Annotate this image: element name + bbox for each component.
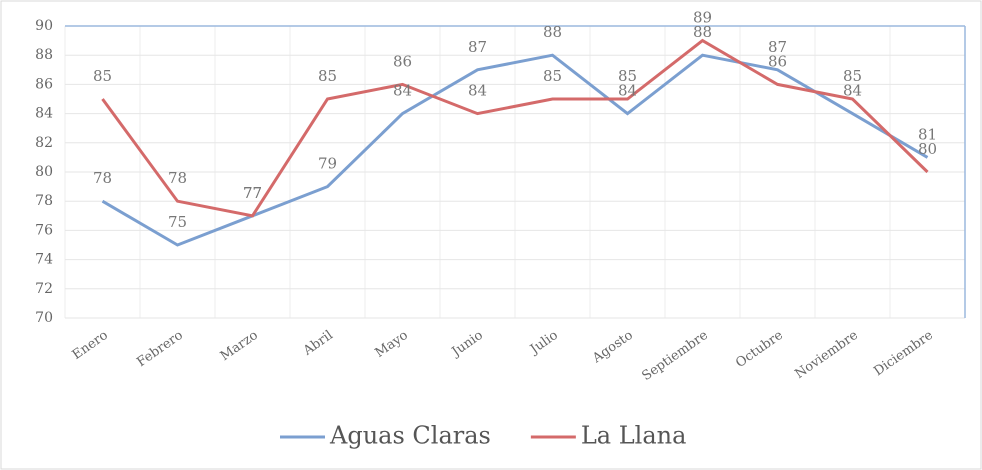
data-label: 85 bbox=[618, 67, 637, 85]
y-tick-label: 72 bbox=[35, 281, 53, 297]
y-tick-label: 84 bbox=[35, 106, 53, 122]
data-label: 85 bbox=[318, 67, 337, 85]
data-label: 81 bbox=[918, 125, 937, 143]
y-tick-label: 88 bbox=[35, 47, 53, 63]
legend-label: Aguas Claras bbox=[329, 422, 491, 450]
data-label: 84 bbox=[393, 82, 412, 100]
data-label: 75 bbox=[168, 213, 187, 231]
legend-label: La Llana bbox=[581, 422, 687, 450]
data-label: 84 bbox=[843, 82, 862, 100]
data-label: 88 bbox=[543, 23, 562, 41]
data-label: 84 bbox=[618, 82, 637, 100]
data-label: 87 bbox=[468, 38, 487, 56]
data-label: 80 bbox=[918, 140, 937, 158]
y-tick-label: 76 bbox=[35, 222, 53, 238]
data-label: 86 bbox=[393, 52, 412, 70]
data-label: 78 bbox=[168, 169, 187, 187]
data-label: 88 bbox=[693, 23, 712, 41]
series-line bbox=[101, 53, 929, 247]
data-label: 79 bbox=[318, 155, 337, 173]
y-tick-label: 70 bbox=[35, 310, 53, 326]
data-label: 87 bbox=[768, 38, 787, 56]
data-label: 89 bbox=[693, 9, 712, 27]
y-tick-label: 86 bbox=[35, 76, 53, 92]
y-tick-label: 90 bbox=[35, 18, 53, 34]
data-label: 85 bbox=[543, 67, 562, 85]
data-label: 85 bbox=[93, 67, 112, 85]
data-label: 78 bbox=[93, 169, 112, 187]
data-label: 77 bbox=[243, 184, 262, 202]
data-label: 77 bbox=[243, 184, 262, 202]
series-line bbox=[101, 38, 929, 218]
y-tick-label: 80 bbox=[35, 164, 53, 180]
data-label: 86 bbox=[768, 52, 787, 70]
y-tick-label: 82 bbox=[35, 135, 53, 151]
data-label: 84 bbox=[468, 82, 487, 100]
data-label: 85 bbox=[843, 67, 862, 85]
y-tick-label: 74 bbox=[35, 252, 53, 268]
y-tick-label: 78 bbox=[35, 193, 53, 209]
